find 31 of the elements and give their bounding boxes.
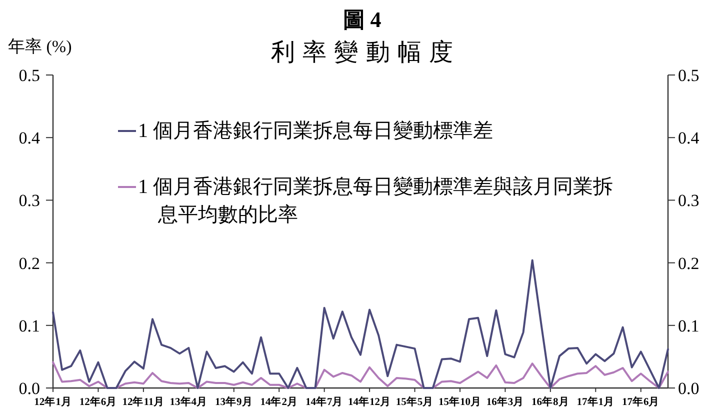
x-tick-label: 13年9月 — [215, 395, 253, 408]
y-axis-title: 年率 (%) — [8, 37, 72, 56]
x-tick-label: 12年6月 — [79, 395, 118, 408]
legend-label: 1 個月香港銀行同業拆息每日變動標準差與該月同業拆息平均數的比率 — [138, 175, 613, 226]
y2-tick-label: 0.2 — [678, 254, 700, 273]
y-tick-label: 0.3 — [18, 191, 40, 210]
x-tick-label: 14年2月 — [260, 395, 298, 408]
x-tick-label: 15年10月 — [438, 395, 482, 408]
y2-tick-label: 0.1 — [678, 316, 700, 336]
y-tick-label: 0.2 — [18, 254, 40, 273]
x-tick-label: 13年4月 — [170, 395, 208, 408]
x-tick-label: 14年12月 — [348, 395, 392, 408]
x-tick-label: 15年5月 — [396, 395, 434, 408]
x-tick-label: 12年11月 — [122, 395, 165, 408]
chart-title: 圖 4 — [342, 7, 382, 32]
legend-label: 1 個月香港銀行同業拆息每日變動標準差 — [138, 120, 493, 142]
y2-tick-label: 0.5 — [678, 66, 700, 85]
x-tick-label: 17年6月 — [622, 395, 660, 408]
y-tick-label: 0.5 — [18, 66, 40, 85]
y-tick-label: 0.0 — [18, 379, 40, 398]
y-tick-label: 0.1 — [18, 316, 40, 336]
y2-tick-label: 0.0 — [678, 379, 700, 398]
x-tick-label: 14年7月 — [305, 395, 344, 408]
y2-tick-label: 0.4 — [678, 128, 700, 148]
y2-tick-label: 0.3 — [678, 191, 700, 210]
x-tick-label: 12年1月 — [34, 395, 72, 408]
chart-subtitle: 利 率 變 動 幅 度 — [270, 38, 454, 66]
x-tick-label: 17年1月 — [576, 395, 615, 408]
x-tick-label: 16年3月 — [486, 395, 524, 408]
y-tick-label: 0.4 — [18, 128, 40, 148]
x-tick-label: 16年8月 — [532, 395, 570, 408]
